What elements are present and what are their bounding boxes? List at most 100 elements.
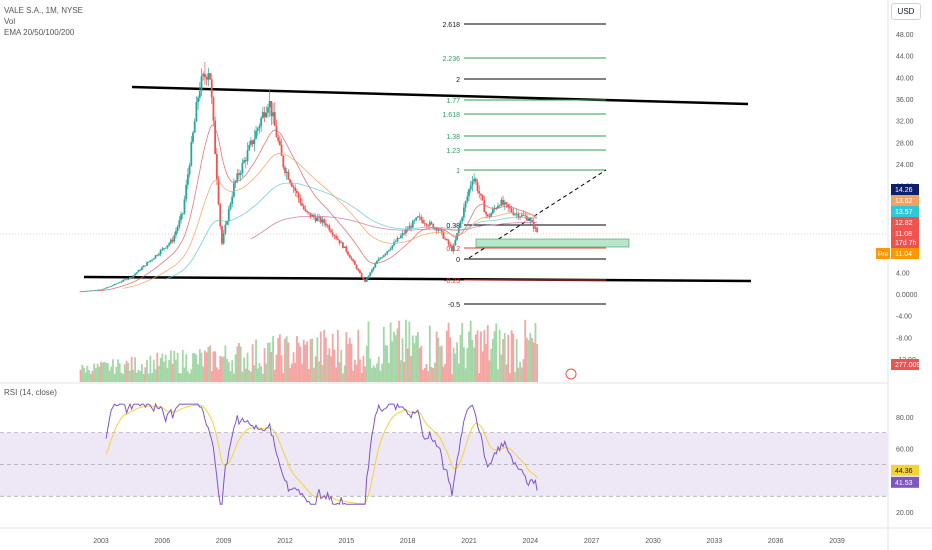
volume-bar xyxy=(273,369,276,382)
volume-bar xyxy=(471,340,474,382)
candle-body xyxy=(527,220,530,221)
candle-body xyxy=(197,97,200,103)
volume-bar xyxy=(434,362,436,382)
volume-bar xyxy=(481,351,484,382)
volume-bar xyxy=(239,346,242,382)
rsi-value-box xyxy=(891,476,919,488)
candle-body xyxy=(118,282,121,284)
candle-body xyxy=(135,272,138,274)
volume-bar xyxy=(178,373,181,382)
ema-label[interactable]: EMA 20/50/100/200 xyxy=(4,28,75,37)
volume-bar xyxy=(495,323,498,382)
volume-bar xyxy=(473,347,476,382)
candle-body xyxy=(246,150,249,162)
volume-bar xyxy=(125,360,128,382)
candle-body xyxy=(471,181,474,186)
volume-bar xyxy=(399,360,402,382)
volume-bar xyxy=(384,344,387,382)
fib-level-label: 1.618 xyxy=(442,112,460,119)
candle-body xyxy=(318,217,320,219)
candle-body xyxy=(335,236,338,239)
fib-level-label: 2.618 xyxy=(442,22,460,29)
candle-body xyxy=(529,219,532,221)
candle-body xyxy=(336,238,339,240)
symbol-title[interactable]: VALE S.A., 1M, NYSE xyxy=(4,6,83,15)
candle-body xyxy=(282,155,285,168)
volume-bar xyxy=(108,370,111,382)
volume-bar xyxy=(272,336,274,382)
volume-bar xyxy=(290,363,293,382)
volume-bar xyxy=(88,370,90,382)
candle-body xyxy=(319,217,322,223)
candle-body xyxy=(377,258,380,262)
volume-bar xyxy=(265,363,268,382)
candle-body xyxy=(163,248,165,250)
candle-body xyxy=(394,241,397,243)
volume-bar xyxy=(161,353,164,382)
volume-bar xyxy=(267,342,269,382)
candle-body xyxy=(210,79,213,98)
volume-bar xyxy=(190,369,193,382)
volume-bar xyxy=(94,368,97,382)
rsi-title[interactable]: RSI (14, close) xyxy=(4,388,57,397)
volume-bar xyxy=(515,338,518,382)
candle-body xyxy=(125,279,128,281)
volume-label[interactable]: Vol xyxy=(4,17,16,26)
volume-bar xyxy=(212,351,215,382)
candle-body xyxy=(113,283,116,286)
volume-bar xyxy=(454,353,457,382)
volume-bar xyxy=(394,335,397,382)
candle-body xyxy=(140,267,143,270)
volume-bar xyxy=(176,352,179,382)
rsi-tick-label: 20.00 xyxy=(896,510,914,517)
volume-bar xyxy=(422,369,424,382)
candle-body xyxy=(343,246,346,248)
volume-bar xyxy=(166,368,169,382)
volume-bar xyxy=(205,352,208,382)
pre-market-prefix: Pre xyxy=(878,251,889,258)
candle-body xyxy=(418,216,421,218)
currency-button[interactable]: USD xyxy=(891,3,921,20)
volume-bar xyxy=(335,367,338,382)
candle-body xyxy=(374,263,377,268)
volume-bar xyxy=(163,361,165,382)
volume-bar xyxy=(236,346,239,382)
volume-bar xyxy=(173,350,176,382)
candle-body xyxy=(391,245,394,249)
volume-bar xyxy=(386,345,389,382)
candle-body xyxy=(444,238,447,240)
volume-bar xyxy=(197,364,200,382)
volume-bar xyxy=(158,365,160,382)
volume-bar xyxy=(301,363,303,382)
candle-body xyxy=(515,213,518,215)
candle-body xyxy=(369,272,372,277)
candle-body xyxy=(255,130,257,139)
candle-body xyxy=(297,192,300,199)
volume-bar xyxy=(135,372,138,382)
rsi-ma-value-box xyxy=(891,464,919,476)
volume-bar xyxy=(202,366,205,382)
volume-bar xyxy=(365,345,368,382)
volume-bar xyxy=(459,334,462,382)
volume-bar xyxy=(105,362,108,382)
volume-bar xyxy=(100,361,102,382)
price-label: 13.57 xyxy=(895,209,913,216)
candle-body xyxy=(452,245,455,252)
volume-bar xyxy=(357,329,360,382)
volume-bar xyxy=(389,322,392,382)
volume-bar xyxy=(360,372,363,382)
candle-body xyxy=(134,273,136,276)
candle-body xyxy=(439,229,441,231)
candle-body xyxy=(106,287,109,288)
volume-bar xyxy=(425,363,428,382)
candle-body xyxy=(367,276,370,279)
volume-bar xyxy=(183,367,186,382)
candle-body xyxy=(232,183,235,197)
candle-body xyxy=(476,182,479,192)
candle-body xyxy=(449,244,452,247)
candle-body xyxy=(161,248,164,251)
volume-bar xyxy=(420,345,423,382)
candle-body xyxy=(304,209,307,211)
candle-body xyxy=(442,231,445,239)
